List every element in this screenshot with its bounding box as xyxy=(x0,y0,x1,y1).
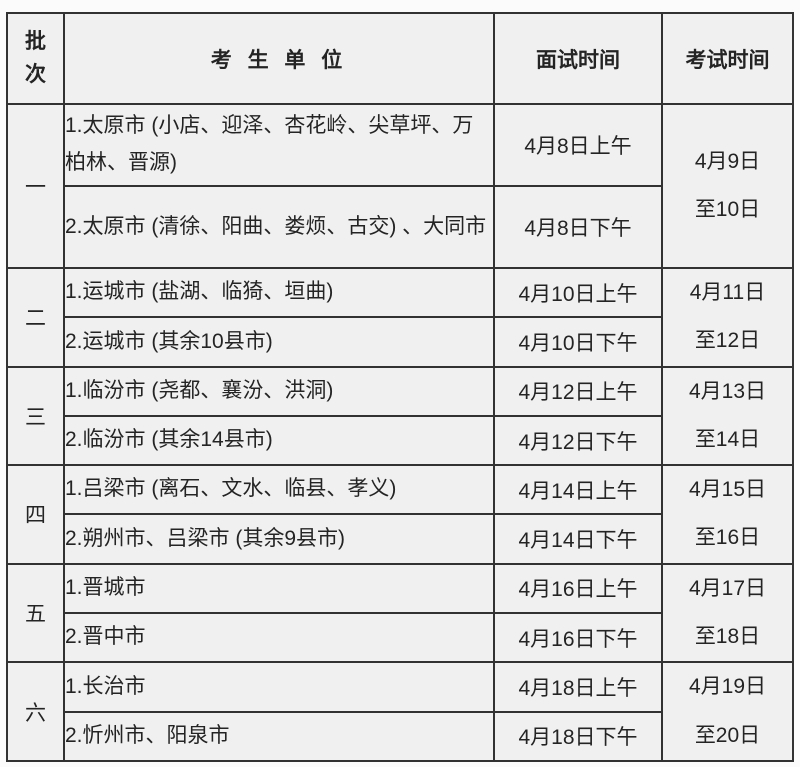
table-row: 六 1.长治市 4月18日上午 4月19日 至20日 xyxy=(6,661,794,762)
unit-cell: 2.晋中市 xyxy=(63,612,495,664)
unit-cell: 2.临汾市 (其余14县市) xyxy=(63,414,495,467)
unit-cell: 1.晋城市 xyxy=(63,562,495,615)
table-row: 五 1.晋城市 4月16日上午 4月17日 至18日 xyxy=(6,562,794,664)
unit-cell: 1.临汾市 (尧都、襄汾、洪洞) xyxy=(63,365,495,417)
interview-time-cell: 4月12日下午 xyxy=(493,414,663,467)
table-row: 四 1.吕梁市 (离石、文水、临县、孝义) 4月14日上午 4月15日 至16日 xyxy=(6,464,794,565)
interview-time-cell: 4月18日上午 xyxy=(493,661,663,713)
interview-time-cell: 4月10日下午 xyxy=(493,316,663,368)
interview-time-cell: 4月12日上午 xyxy=(493,365,663,417)
exam-time-cell: 4月11日 至12日 xyxy=(661,267,794,368)
interview-time-cell: 4月16日下午 xyxy=(493,612,663,664)
unit-cell: 1.运城市 (盐湖、临猗、垣曲) xyxy=(63,266,495,319)
batch-label-3: 三 xyxy=(6,365,65,467)
table-row: 2.朔州市、吕梁市 (其余9县市) 4月14日下午 xyxy=(7,513,793,565)
table-row: 2.临汾市 (其余14县市) 4月12日下午 xyxy=(7,414,793,467)
table-row: 二 1.运城市 (盐湖、临猗、垣曲) 4月10日上午 4月11日 至12日 xyxy=(6,266,794,368)
batch-label-5: 五 xyxy=(6,562,65,664)
header-candidate-unit: 考 生 单 位 xyxy=(63,12,495,105)
header-interview-time: 面试时间 xyxy=(493,12,663,105)
interview-time-cell: 4月10日上午 xyxy=(493,266,663,319)
header-exam-time: 考试时间 xyxy=(661,12,794,105)
table-row: 一 1.太原市 (小店、迎泽、杏花岭、尖草坪、万柏林、晋源) 4月8日上午 4月… xyxy=(6,103,794,269)
interview-time-cell: 4月14日上午 xyxy=(493,464,663,516)
interview-time-cell: 4月8日上午 xyxy=(493,103,663,187)
table-row: 2.太原市 (清徐、阳曲、娄烦、古交) 、大同市 4月8日下午 xyxy=(7,185,793,269)
interview-time-cell: 4月14日下午 xyxy=(493,513,663,565)
exam-time-cell: 4月17日 至18日 xyxy=(661,562,794,664)
interview-time-cell: 4月8日下午 xyxy=(493,185,663,269)
batch-label-2: 二 xyxy=(6,267,65,368)
batch-label-1: 一 xyxy=(6,103,65,269)
table-row: 2.忻州市、阳泉市 4月18日下午 xyxy=(7,710,793,762)
exam-schedule-table-wrapper: 批 次 考 生 单 位 面试时间 考试时间 一 1.太原市 (小店、迎泽、杏花岭… xyxy=(6,12,794,762)
exam-schedule-table: 批 次 考 生 单 位 面试时间 考试时间 一 1.太原市 (小店、迎泽、杏花岭… xyxy=(6,12,794,762)
unit-cell: 2.运城市 (其余10县市) xyxy=(63,316,495,368)
exam-time-cell: 4月13日 至14日 xyxy=(661,365,794,467)
table-row: 2.运城市 (其余10县市) 4月10日下午 xyxy=(7,316,793,368)
unit-cell: 2.忻州市、阳泉市 xyxy=(63,710,495,762)
unit-cell: 2.朔州市、吕梁市 (其余9县市) xyxy=(63,513,495,565)
unit-cell: 1.太原市 (小店、迎泽、杏花岭、尖草坪、万柏林、晋源) xyxy=(63,103,495,187)
table-header-row: 批 次 考 生 单 位 面试时间 考试时间 xyxy=(6,12,794,105)
interview-time-cell: 4月18日下午 xyxy=(493,710,663,762)
header-batch: 批 次 xyxy=(6,12,65,105)
unit-cell: 1.长治市 xyxy=(63,661,495,713)
table-row: 三 1.临汾市 (尧都、襄汾、洪洞) 4月12日上午 4月13日 至14日 xyxy=(6,365,794,467)
unit-cell: 1.吕梁市 (离石、文水、临县、孝义) xyxy=(63,464,495,516)
exam-time-cell: 4月9日 至10日 xyxy=(661,103,794,269)
interview-time-cell: 4月16日上午 xyxy=(493,562,663,615)
table-row: 2.晋中市 4月16日下午 xyxy=(7,612,793,664)
unit-cell: 2.太原市 (清徐、阳曲、娄烦、古交) 、大同市 xyxy=(63,185,495,269)
batch-label-4: 四 xyxy=(6,464,65,565)
batch-label-6: 六 xyxy=(6,661,65,762)
exam-time-cell: 4月19日 至20日 xyxy=(661,661,794,762)
exam-time-cell: 4月15日 至16日 xyxy=(661,464,794,565)
